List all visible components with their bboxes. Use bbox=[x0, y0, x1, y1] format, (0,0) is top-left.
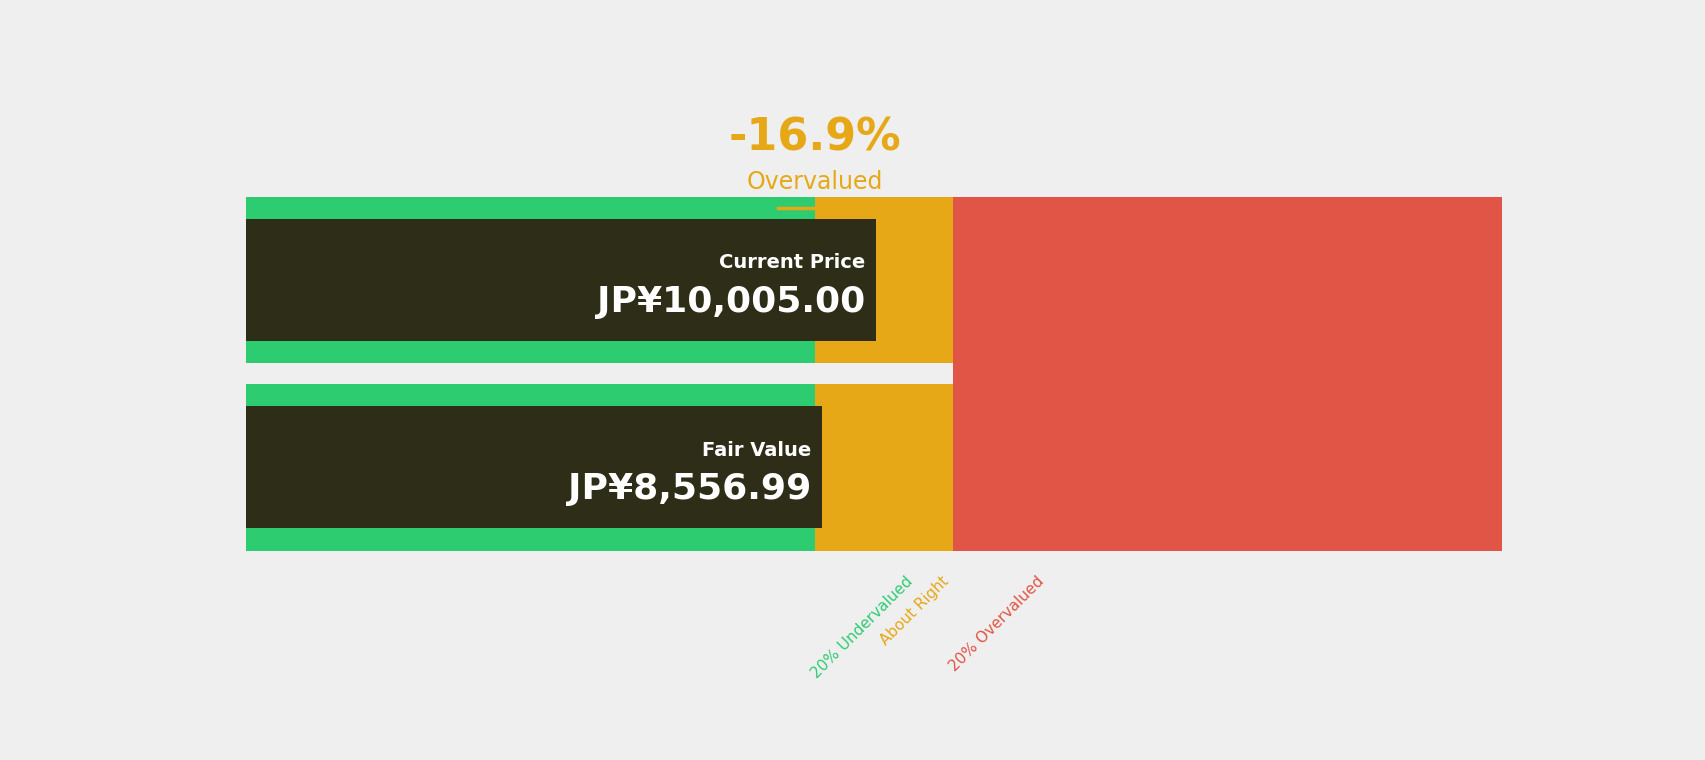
Text: Overvalued: Overvalued bbox=[747, 170, 883, 194]
Bar bbox=[815, 197, 953, 363]
Text: 20% Overvalued: 20% Overvalued bbox=[946, 574, 1047, 674]
Bar bbox=[246, 219, 815, 341]
Text: 20% Undervalued: 20% Undervalued bbox=[808, 574, 916, 681]
Bar bbox=[815, 384, 953, 550]
Bar bbox=[246, 406, 815, 528]
Bar bbox=[246, 197, 815, 219]
Bar bbox=[246, 341, 815, 363]
Text: -16.9%: -16.9% bbox=[728, 116, 900, 160]
Bar bbox=[246, 219, 876, 341]
Bar bbox=[246, 528, 815, 550]
Text: Fair Value: Fair Value bbox=[702, 441, 812, 460]
Text: Current Price: Current Price bbox=[720, 253, 864, 272]
Text: JP¥10,005.00: JP¥10,005.00 bbox=[597, 285, 864, 319]
Text: JP¥8,556.99: JP¥8,556.99 bbox=[568, 472, 812, 506]
Text: About Right: About Right bbox=[878, 574, 951, 648]
Bar bbox=[246, 384, 815, 406]
Bar bbox=[953, 197, 1502, 550]
Bar bbox=[246, 406, 822, 528]
